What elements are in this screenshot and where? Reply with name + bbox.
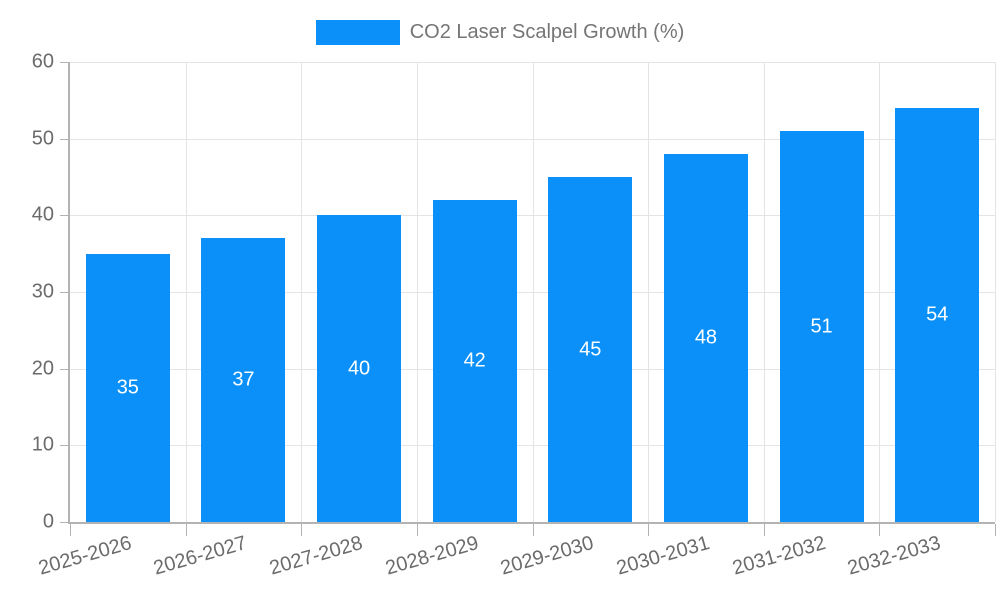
- x-axis-label: 2029-2030: [498, 532, 597, 580]
- gridline-vertical: [185, 62, 187, 522]
- x-axis-label: 2032-2033: [845, 532, 944, 580]
- x-axis-tick: [532, 524, 534, 536]
- gridline-vertical: [648, 62, 650, 522]
- bar-2025-2026[interactable]: 35: [85, 253, 170, 522]
- bar-value-label: 42: [463, 349, 486, 372]
- bar-2027-2028[interactable]: 40: [317, 215, 402, 522]
- y-axis-label: 20: [31, 357, 54, 380]
- x-axis-label: 2025-2026: [35, 532, 134, 580]
- x-axis-tick: [185, 524, 187, 536]
- gridline-vertical: [532, 62, 534, 522]
- y-axis-label: 10: [31, 433, 54, 456]
- bar-2030-2031[interactable]: 48: [663, 154, 748, 522]
- bar-2028-2029[interactable]: 42: [432, 200, 517, 522]
- y-axis-tick: [60, 368, 68, 370]
- bar-value-label: 51: [810, 315, 833, 337]
- gridline-vertical: [763, 62, 765, 522]
- x-axis-tick: [301, 524, 303, 536]
- gridline-vertical: [879, 62, 881, 522]
- y-axis-tick: [60, 62, 68, 63]
- gridline-vertical: [301, 62, 303, 522]
- x-axis-label: 2031-2032: [729, 532, 828, 580]
- x-axis-tick: [879, 524, 881, 536]
- bar-2029-2030[interactable]: 45: [548, 177, 633, 522]
- legend-item[interactable]: CO2 Laser Scalpel Growth (%): [315, 20, 685, 45]
- bar-value-label: 48: [694, 326, 718, 349]
- y-axis-label: 50: [31, 127, 54, 150]
- y-axis-tick: [60, 292, 68, 293]
- x-axis-tick: [763, 524, 765, 536]
- y-axis-label: 40: [31, 203, 54, 226]
- x-axis-label: 2028-2029: [382, 532, 481, 580]
- gridline-vertical: [995, 62, 996, 522]
- y-axis-tick: [60, 138, 68, 140]
- y-axis-tick: [60, 522, 68, 523]
- y-axis-label: 30: [31, 280, 54, 303]
- bar-value-label: 35: [116, 376, 139, 399]
- chart-legend: CO2 Laser Scalpel Growth (%): [0, 20, 1000, 45]
- bar-2031-2032[interactable]: 51: [779, 131, 864, 522]
- x-axis-tick: [648, 524, 650, 536]
- x-axis-label: 2026-2027: [151, 532, 250, 580]
- x-axis-tick: [995, 524, 996, 536]
- y-axis-label: 0: [42, 510, 54, 533]
- x-axis-label: 2030-2031: [613, 532, 713, 580]
- legend-label: CO2 Laser Scalpel Growth (%): [409, 21, 685, 43]
- bar-value-label: 54: [926, 303, 949, 326]
- bar-2032-2033[interactable]: 54: [895, 108, 980, 522]
- y-axis-tick: [60, 215, 68, 217]
- x-axis-tick: [70, 524, 71, 536]
- legend-swatch-icon: [315, 20, 400, 45]
- bar-2026-2027[interactable]: 37: [201, 238, 286, 522]
- bar-value-label: 40: [347, 357, 371, 380]
- y-axis-tick: [60, 445, 68, 447]
- gridline-vertical: [416, 62, 418, 522]
- bar-value-label: 37: [232, 368, 255, 391]
- x-axis-tick: [416, 524, 418, 536]
- plot-area: 0 10 20 30 40 50 60 35 2025-2026 37 2026-2027 40 202…: [32, 51, 996, 580]
- bar-value-label: 45: [579, 338, 602, 360]
- x-axis-label: 2027-2028: [267, 532, 366, 580]
- y-axis-label: 60: [31, 50, 54, 73]
